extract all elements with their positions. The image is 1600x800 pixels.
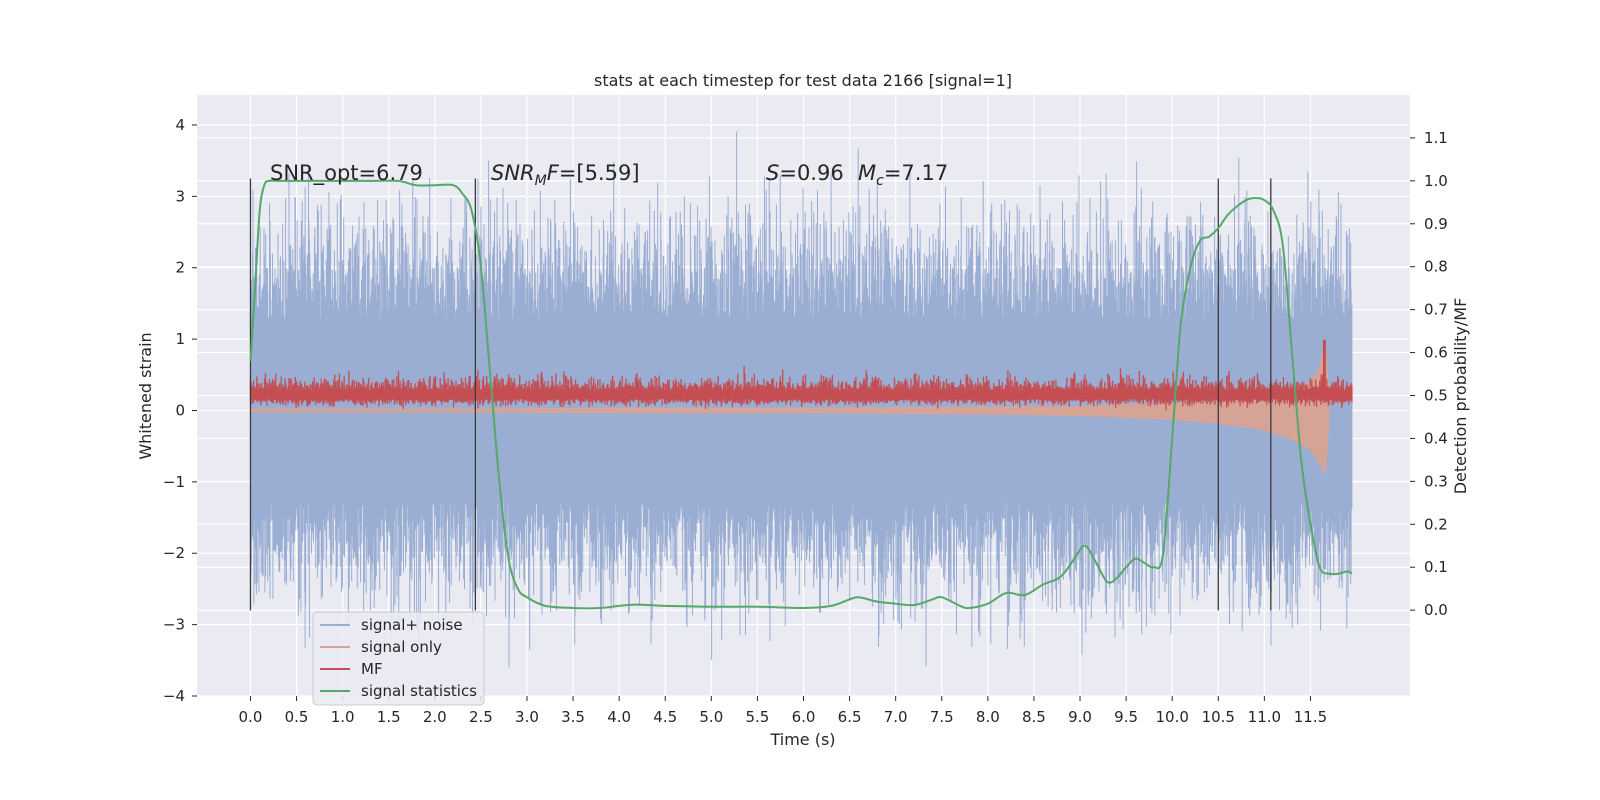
y-axis-right-label: Detection probability/MF bbox=[1451, 298, 1470, 495]
y-tick-label-7: 3 bbox=[175, 187, 185, 205]
annotation-snr-mf-value: =[5.59] bbox=[559, 161, 640, 185]
y-axis-right-ticks: 0.0 0.1 0.2 0.3 0.4 0.5 0.6 0.7 0.8 0.9 1.0 1.1 bbox=[1410, 129, 1448, 619]
x-tick-label-4: 2.0 bbox=[423, 708, 447, 726]
annotation-snr-mf: SNRMF=[5.59] bbox=[491, 161, 640, 189]
series-signal-only bbox=[249, 339, 1330, 475]
x-axis-label: Time (s) bbox=[769, 730, 835, 749]
annotation-s: S=0.96 bbox=[766, 161, 844, 185]
annotation-mc-var: M bbox=[858, 161, 876, 185]
chart-title: stats at each timestep for test data 216… bbox=[594, 71, 1012, 90]
x-tick-label-10: 5.0 bbox=[699, 708, 723, 726]
legend-label-mf: MF bbox=[361, 660, 383, 678]
y-right-tick-label-6: 0.6 bbox=[1424, 344, 1448, 362]
x-tick-label-14: 7.0 bbox=[884, 708, 908, 726]
y-right-tick-label-1: 0.1 bbox=[1424, 558, 1448, 576]
y-right-tick-label-2: 0.2 bbox=[1424, 515, 1448, 533]
x-tick-label-17: 8.5 bbox=[1022, 708, 1046, 726]
x-tick-label-15: 7.5 bbox=[930, 708, 954, 726]
x-tick-label-20: 10.0 bbox=[1155, 708, 1188, 726]
x-tick-label-9: 4.5 bbox=[653, 708, 677, 726]
y-axis-label: Whitened strain bbox=[136, 332, 155, 459]
legend: signal+ noise signal only MF signal stat… bbox=[312, 611, 485, 706]
y-right-tick-label-4: 0.4 bbox=[1424, 429, 1448, 447]
signal-statistics-line bbox=[249, 179, 1353, 610]
x-tick-label-6: 3.0 bbox=[515, 708, 539, 726]
annotation-s-var: S bbox=[766, 161, 779, 185]
x-tick-label-3: 1.5 bbox=[377, 708, 401, 726]
x-tick-label-22: 11.0 bbox=[1248, 708, 1281, 726]
y-tick-label-0: −4 bbox=[163, 687, 185, 705]
x-tick-label-8: 4.0 bbox=[607, 708, 631, 726]
x-tick-label-2: 1.0 bbox=[331, 708, 355, 726]
series-signal-statistics bbox=[249, 179, 1353, 610]
annotation-snr-opt: SNR_opt=6.79 bbox=[270, 161, 423, 186]
series-mf bbox=[249, 339, 1353, 411]
x-tick-label-21: 10.5 bbox=[1202, 708, 1235, 726]
legend-label-signal-only: signal only bbox=[361, 638, 442, 656]
y-right-tick-label-10: 1.0 bbox=[1424, 172, 1448, 190]
x-tick-label-23: 11.5 bbox=[1294, 708, 1327, 726]
x-tick-label-12: 6.0 bbox=[792, 708, 816, 726]
y-tick-label-2: −2 bbox=[163, 544, 185, 562]
y-right-tick-label-3: 0.3 bbox=[1424, 472, 1448, 490]
x-tick-label-11: 5.5 bbox=[745, 708, 769, 726]
x-tick-label-7: 3.5 bbox=[561, 708, 585, 726]
y-right-tick-label-7: 0.7 bbox=[1424, 301, 1448, 319]
legend-box bbox=[312, 611, 485, 706]
y-tick-label-1: −3 bbox=[163, 616, 185, 634]
y-right-tick-label-8: 0.8 bbox=[1424, 258, 1448, 276]
x-tick-label-19: 9.5 bbox=[1114, 708, 1138, 726]
annotation-mc-value: =7.17 bbox=[884, 161, 948, 185]
y-tick-label-3: −1 bbox=[163, 473, 185, 491]
x-tick-label-0: 0.0 bbox=[239, 708, 263, 726]
x-tick-label-18: 9.0 bbox=[1068, 708, 1092, 726]
y-tick-label-8: 4 bbox=[175, 116, 185, 134]
annotation-snr-mf-sub: M bbox=[535, 173, 547, 189]
x-tick-label-16: 8.0 bbox=[976, 708, 1000, 726]
y-tick-label-6: 2 bbox=[175, 259, 185, 277]
annotation-mc-sub: c bbox=[876, 173, 884, 189]
annotation-snr-mf-var-b: F bbox=[547, 161, 560, 185]
y-right-tick-label-0: 0.0 bbox=[1424, 601, 1448, 619]
y-tick-label-4: 0 bbox=[175, 401, 185, 419]
y-axis-ticks: −4 −3 −2 −1 0 1 2 3 4 bbox=[163, 116, 197, 705]
x-tick-label-1: 0.5 bbox=[285, 708, 309, 726]
signal-only-line bbox=[249, 339, 1330, 475]
annotation-mc: Mc=7.17 bbox=[858, 161, 948, 189]
legend-label-signal-statistics: signal statistics bbox=[361, 682, 477, 700]
vertical-markers bbox=[249, 178, 1272, 611]
legend-label-signal-noise: signal+ noise bbox=[361, 616, 463, 634]
x-tick-label-5: 2.5 bbox=[469, 708, 493, 726]
annotation-snr-mf-var: SNR bbox=[491, 161, 535, 185]
y-right-tick-label-5: 0.5 bbox=[1424, 387, 1448, 405]
y-right-tick-label-11: 1.1 bbox=[1424, 129, 1448, 147]
x-axis-ticks: 0.0 0.5 1.0 1.5 2.0 2.5 3.0 3.5 4.0 4.5 5.0 5.5 6.0 6… bbox=[239, 696, 1327, 726]
y-right-tick-label-9: 0.9 bbox=[1424, 215, 1448, 233]
annotation-s-value: =0.96 bbox=[779, 161, 843, 185]
y-tick-label-5: 1 bbox=[175, 330, 185, 348]
x-tick-label-13: 6.5 bbox=[838, 708, 862, 726]
